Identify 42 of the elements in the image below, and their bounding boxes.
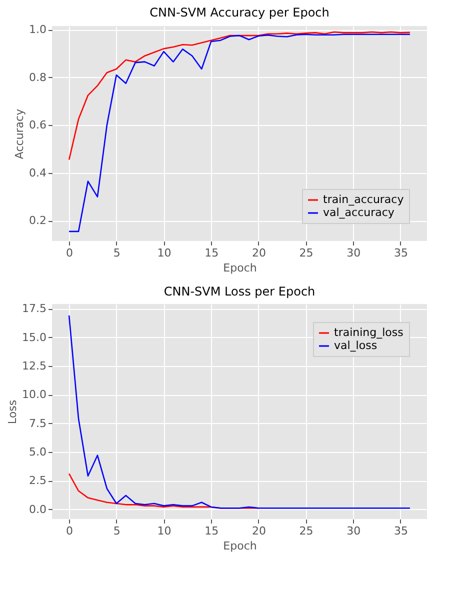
y-tick-label: 7.5	[29, 416, 46, 430]
x-tick-label: 25	[299, 246, 314, 260]
y-tick-label: 0.0	[29, 502, 46, 516]
line-series	[68, 314, 411, 509]
y-tick-label: 12.5	[22, 359, 46, 372]
line-series	[68, 31, 411, 160]
x-tick-label: 5	[113, 524, 120, 538]
y-tick-label: 5.0	[29, 445, 46, 458]
x-tick-label: 15	[204, 524, 219, 538]
chart-title: CNN-SVM Loss per Epoch	[164, 284, 316, 299]
x-tick-label: 20	[252, 246, 266, 260]
y-tick-label: 15.0	[22, 330, 46, 344]
y-tick-label: 2.5	[29, 474, 46, 488]
x-axis-title: Epoch	[223, 540, 257, 552]
legend-label: train_accuracy	[323, 193, 404, 206]
x-tick-label: 35	[394, 246, 408, 260]
y-tick-label: 0.6	[29, 118, 46, 132]
y-tick-label: 0.2	[29, 214, 46, 228]
y-tick-label: 0.8	[29, 70, 46, 84]
legend-label: training_loss	[334, 326, 404, 339]
y-axis-title: Loss	[6, 400, 20, 424]
y-tick-label: 0.4	[29, 166, 46, 180]
x-tick-label: 30	[346, 524, 361, 538]
x-tick-label: 0	[66, 524, 74, 538]
x-tick-label: 10	[157, 246, 172, 260]
legend-label: val_accuracy	[323, 206, 395, 219]
x-tick-label: 5	[113, 246, 120, 260]
x-axis-title: Epoch	[223, 262, 257, 274]
legend-label: val_loss	[334, 339, 378, 352]
y-tick-label: 10.0	[22, 388, 46, 402]
x-tick-label: 35	[394, 524, 408, 538]
line-series	[68, 34, 411, 232]
chart-title: CNN-SVM Accuracy per Epoch	[150, 6, 330, 20]
x-tick-label: 30	[346, 246, 361, 260]
y-tick-label: 1.0	[29, 23, 46, 36]
y-axis-title: Accuracy	[13, 108, 26, 160]
x-tick-label: 20	[252, 524, 266, 538]
x-tick-label: 15	[204, 246, 219, 260]
y-tick-label: 17.5	[22, 302, 46, 316]
x-tick-label: 25	[299, 524, 314, 538]
x-tick-label: 0	[66, 246, 74, 260]
x-tick-label: 10	[157, 524, 172, 538]
